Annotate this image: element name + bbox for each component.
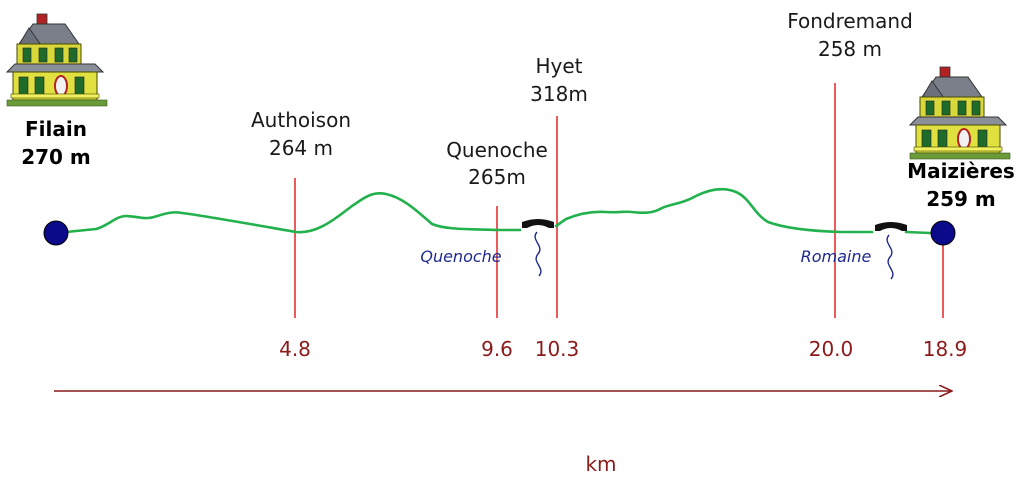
end-altitude: 259 m: [926, 187, 996, 211]
km-label-fondremand: 20.0: [809, 337, 854, 361]
elevation-profile-line: [904, 230, 932, 235]
km-label-authoison: 4.8: [279, 337, 311, 361]
km-label-quenoche: 9.6: [481, 337, 513, 361]
km-label-hyet: 10.3: [535, 337, 580, 361]
end-point-dot: [930, 220, 956, 246]
waypoint-quenoche-altitude: 265m: [468, 165, 526, 189]
start-name: Filain: [25, 117, 87, 141]
start-point-dot: [43, 220, 69, 246]
river-romaine-stream: [886, 234, 894, 280]
house-icon: [6, 13, 108, 107]
river-romaine-label: Romaine: [801, 247, 872, 266]
axis-unit-label: km: [585, 452, 616, 476]
km-label-maizieres: 18.9: [923, 337, 968, 361]
waypoint-hyet-name: Hyet: [535, 54, 582, 78]
elevation-profile-line: [54, 192, 522, 235]
elevation-profile-line: [554, 187, 874, 234]
end-name: Maizières: [907, 159, 1015, 183]
bridge-icon: [875, 222, 907, 231]
house-icon: [909, 66, 1011, 160]
waypoint-hyet-altitude: 318m: [530, 82, 588, 106]
waypoint-authoison-altitude: 264 m: [269, 136, 333, 160]
waypoint-authoison-name: Authoison: [251, 108, 351, 132]
waypoint-fondremand-name: Fondremand: [787, 9, 913, 33]
bridge-icon: [522, 219, 554, 228]
river-quenoche-label: Quenoche: [420, 247, 501, 266]
waypoint-fondremand-altitude: 258 m: [818, 37, 882, 61]
waypoint-quenoche-name: Quenoche: [446, 138, 548, 162]
start-altitude: 270 m: [21, 145, 91, 169]
river-quenoche-stream: [534, 231, 542, 277]
